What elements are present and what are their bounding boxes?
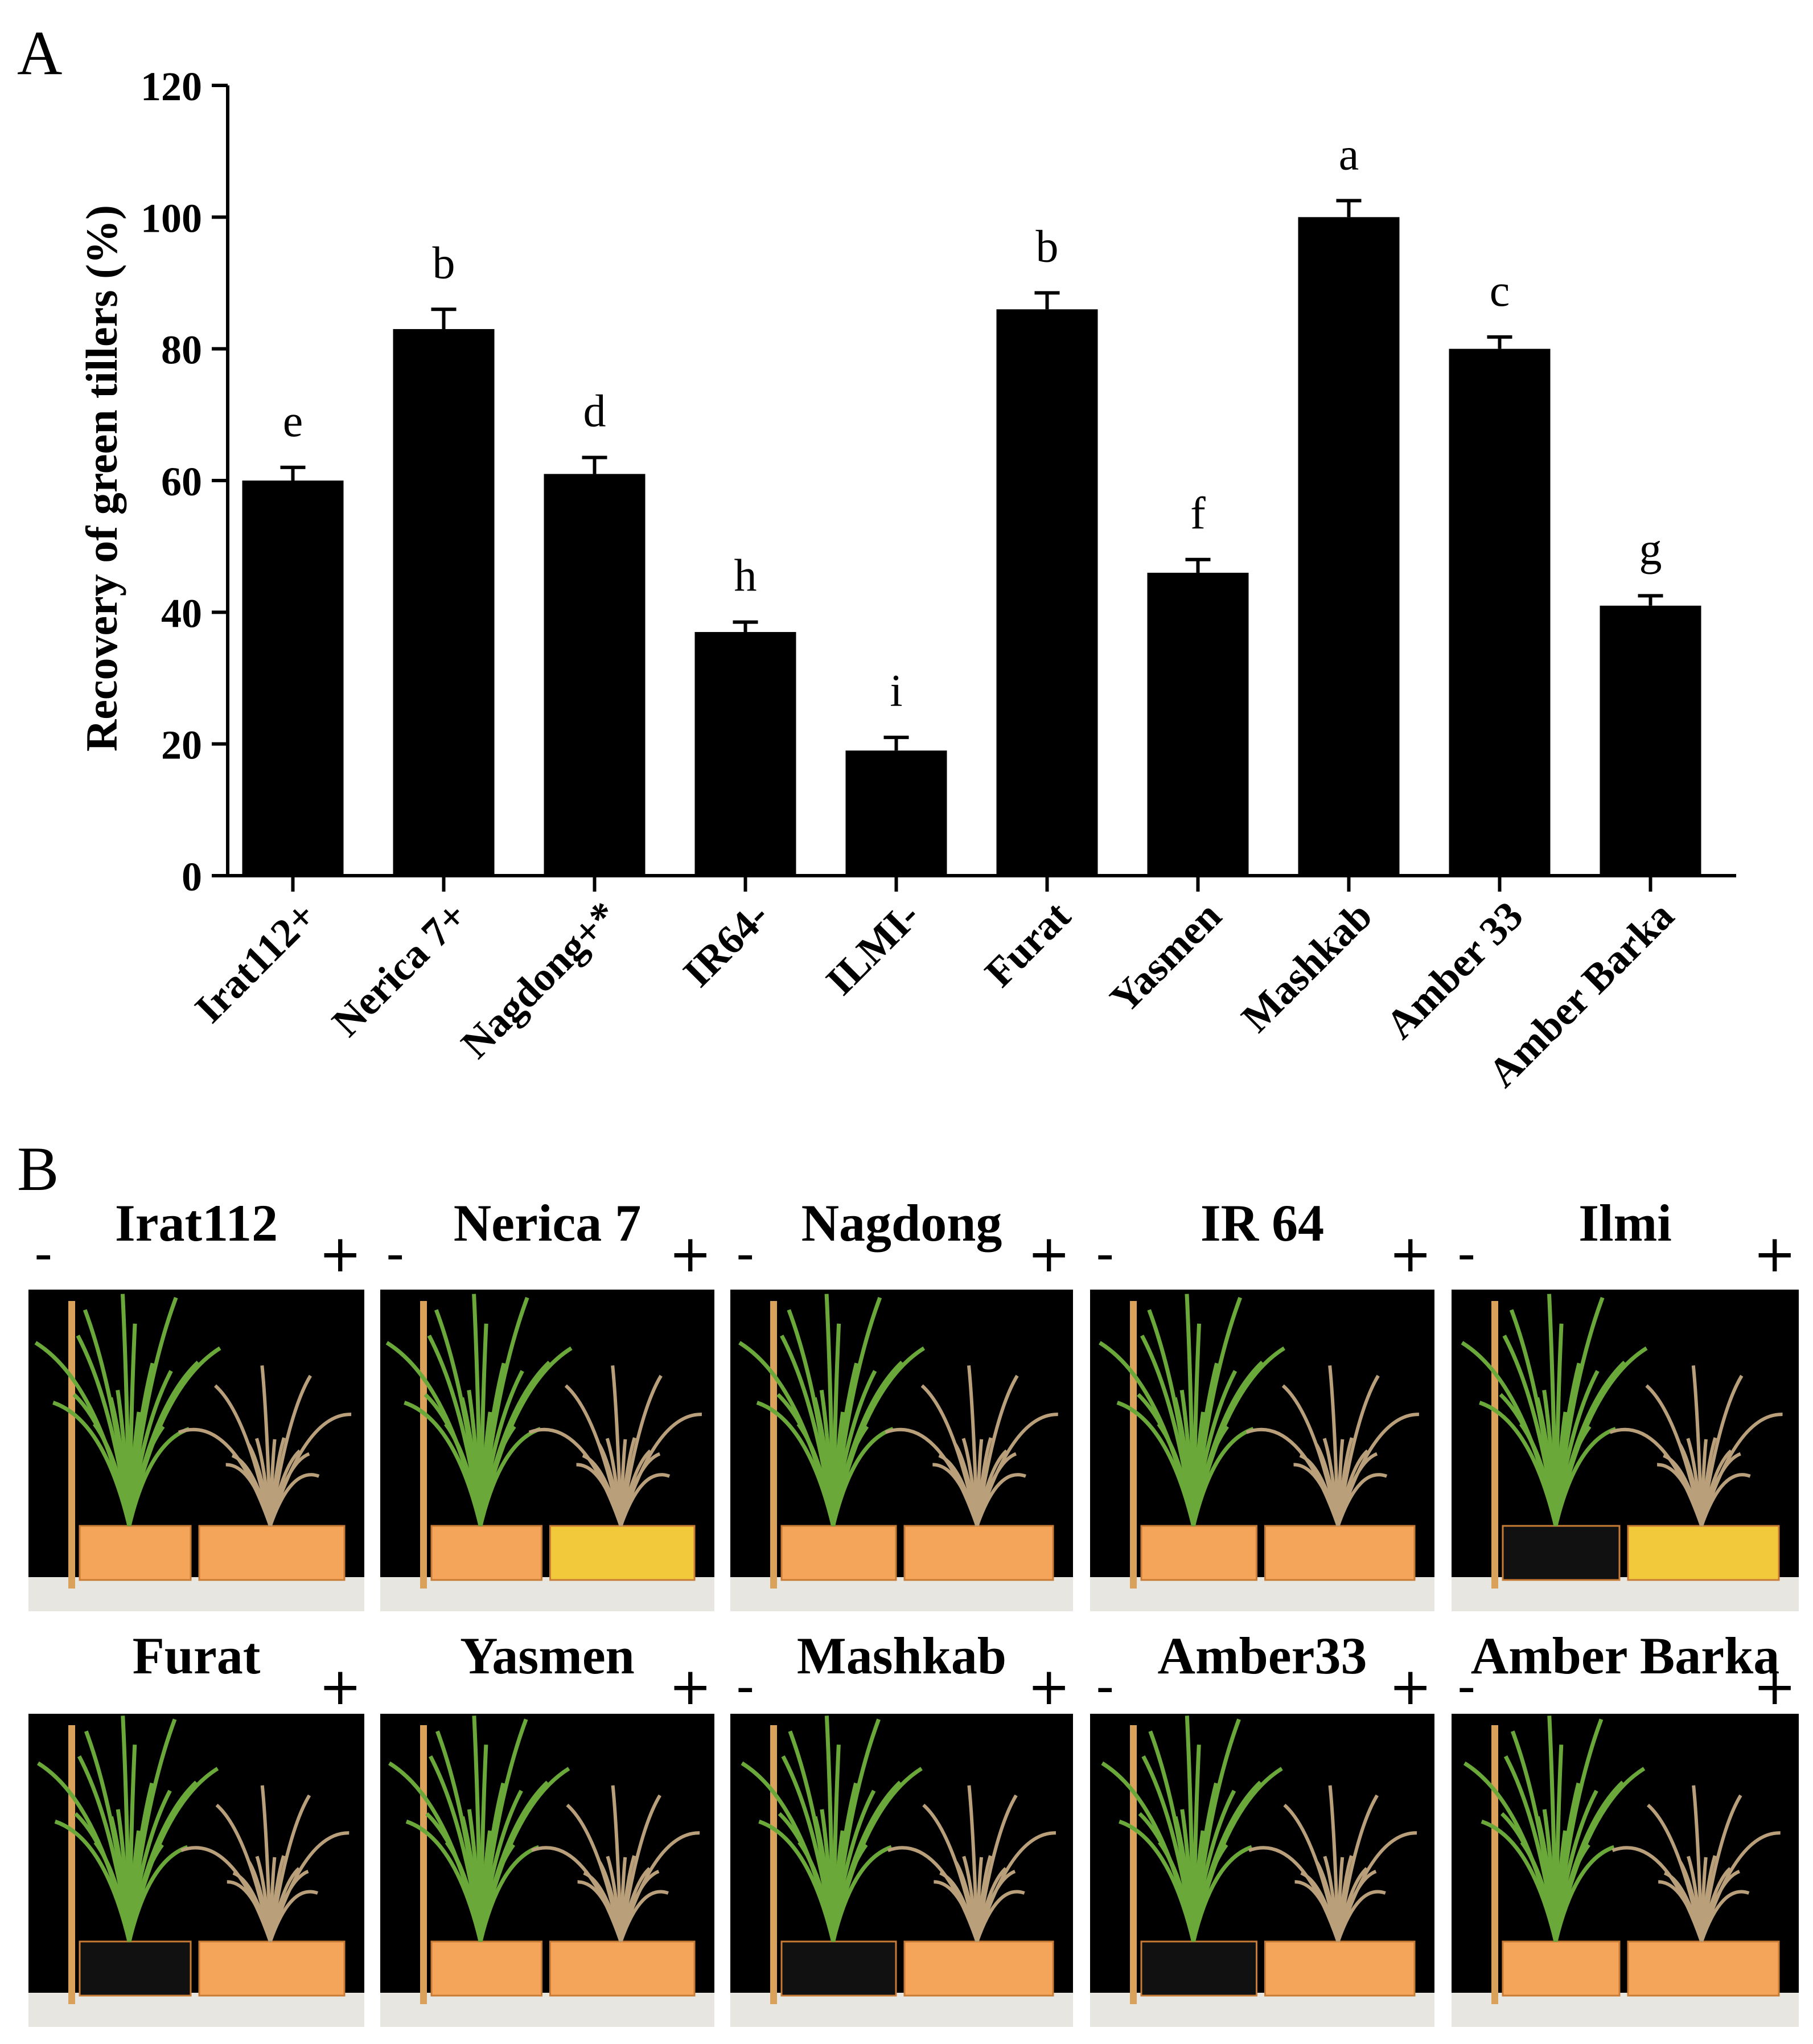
plant-photo: [28, 1714, 364, 2027]
y-axis-title: Recovery of green tillers (%): [77, 205, 126, 752]
panel-b-label: B: [17, 1134, 59, 1204]
significance-letter: a: [1339, 129, 1359, 179]
significance-letter: i: [890, 666, 902, 716]
plus-sign: +: [669, 1657, 712, 1717]
photo-title: Nagdong: [801, 1194, 1002, 1252]
minus-sign: -: [736, 1224, 755, 1284]
x-tick-label: Yasmen: [1101, 893, 1230, 1021]
x-tick-label: Nerica 7+: [323, 893, 476, 1045]
x-tick-label: Irat112+: [186, 893, 325, 1032]
plus-sign: +: [1389, 1224, 1432, 1284]
y-tick-label: 0: [182, 854, 202, 900]
bar: [1449, 348, 1551, 876]
plus-sign: +: [1753, 1224, 1796, 1284]
plant-photo: [730, 1290, 1073, 1611]
plant-illustration: [1090, 1715, 1434, 2027]
bar: [242, 481, 344, 876]
plant-photo: [380, 1714, 714, 2027]
x-tick-label: Furat: [976, 893, 1079, 996]
x-tick-label: Nagdong+*: [453, 893, 627, 1067]
significance-letter: d: [583, 387, 606, 437]
y-tick-label: 20: [161, 723, 202, 768]
minus-sign: -: [1457, 1224, 1476, 1284]
panel-a-label: A: [17, 18, 63, 88]
plus-sign: +: [669, 1224, 712, 1284]
significance-letter: c: [1490, 266, 1510, 316]
bar: [1147, 572, 1249, 876]
minus-sign: -: [1096, 1657, 1115, 1717]
bar: [996, 309, 1098, 876]
plant-illustration: [730, 1715, 1073, 2027]
significance-letter: g: [1639, 524, 1662, 574]
photo-title: Nerica 7: [453, 1194, 642, 1252]
significance-letter: b: [433, 238, 455, 288]
x-tick-label: Mashkab: [1233, 893, 1381, 1041]
plant-photo: [1452, 1714, 1799, 2027]
plus-sign: +: [1753, 1657, 1796, 1717]
bar: [694, 632, 796, 876]
plant-illustration: [1090, 1294, 1434, 1611]
plus-sign: +: [319, 1224, 362, 1284]
significance-letter: b: [1036, 221, 1059, 272]
plant-photo: [1090, 1290, 1434, 1611]
photo-title: Furat: [132, 1627, 261, 1685]
y-tick-label: 60: [161, 459, 202, 504]
plant-illustration: [1452, 1715, 1799, 2027]
significance-letter: f: [1190, 489, 1206, 539]
minus-sign: -: [736, 1657, 755, 1717]
plant-photo: [380, 1290, 714, 1611]
photo-title: Yasmen: [460, 1627, 635, 1685]
bar: [1600, 605, 1701, 876]
significance-letter: h: [734, 551, 757, 601]
x-tick-label: IR64-: [675, 893, 778, 996]
minus-sign: -: [1457, 1657, 1476, 1717]
plus-sign: +: [1027, 1224, 1071, 1284]
y-tick-label: 100: [141, 195, 202, 241]
plant-photo: [1090, 1714, 1434, 2027]
plant-photo: [28, 1290, 364, 1611]
significance-letter: e: [283, 396, 303, 446]
plant-illustration: [380, 1715, 714, 2027]
y-tick-label: 80: [161, 327, 202, 373]
minus-sign: -: [386, 1224, 405, 1284]
photo-title: Ilmi: [1578, 1194, 1672, 1252]
y-tick-label: 120: [141, 64, 202, 109]
minus-sign: -: [1096, 1224, 1115, 1284]
bar: [393, 329, 495, 876]
photo-title: Mashkab: [796, 1627, 1007, 1685]
plus-sign: +: [1389, 1657, 1432, 1717]
photo-title: Amber33: [1157, 1627, 1367, 1685]
x-tick-label: ILMI-: [817, 893, 928, 1004]
minus-sign: -: [34, 1224, 53, 1284]
photo-title: Irat112: [114, 1194, 278, 1252]
photo-title: Amber Barka: [1470, 1627, 1780, 1685]
plant-illustration: [28, 1294, 364, 1611]
bar: [544, 474, 646, 876]
plant-illustration: [1452, 1294, 1799, 1611]
plus-sign: +: [1027, 1657, 1071, 1717]
plant-illustration: [730, 1294, 1073, 1611]
plant-photo: [730, 1714, 1073, 2027]
bar-chart: 0 20 40 60 80 100 120 Recovery of green tillers…: [77, 64, 1736, 1096]
plant-illustration: [28, 1715, 364, 2027]
bar: [845, 750, 947, 876]
photo-title: IR 64: [1200, 1194, 1325, 1252]
plus-sign: +: [319, 1657, 362, 1717]
plant-illustration: [380, 1294, 714, 1611]
y-tick-label: 40: [161, 590, 202, 636]
plant-photo: [1452, 1290, 1799, 1611]
bar: [1298, 217, 1400, 876]
x-tick-label: Amber 33: [1377, 893, 1532, 1048]
